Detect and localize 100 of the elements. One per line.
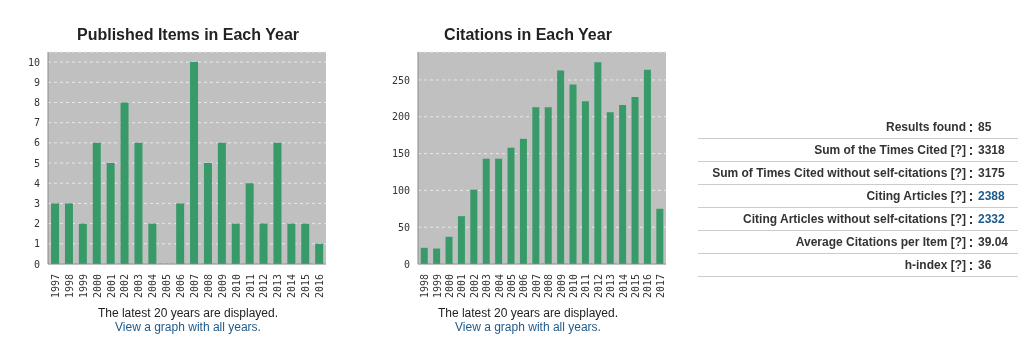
x-tick-label: 2009 <box>555 274 567 299</box>
bar <box>470 189 478 264</box>
x-tick-label: 2012 <box>592 274 604 299</box>
y-tick-label: 7 <box>33 117 40 129</box>
y-tick-label: 250 <box>391 74 410 86</box>
text: View a graph with all years. <box>114 320 262 334</box>
category-label: Results found <box>886 120 966 134</box>
y-tick-label: 150 <box>391 148 410 160</box>
y-tick-label: 5 <box>33 157 40 169</box>
data-label: 3175 <box>978 166 1006 180</box>
x-tick-label: 2004 <box>147 274 159 299</box>
x-tick-label: 2001 <box>456 274 468 299</box>
category-label: Sum of Times Cited without self-citations [?] <box>712 166 966 180</box>
bar <box>656 208 664 264</box>
bar <box>287 223 296 264</box>
y-tick-label: 1 <box>33 238 40 250</box>
y-tick-label: 3 <box>33 197 40 209</box>
bar <box>259 223 268 264</box>
x-tick-label: 2007 <box>530 274 542 299</box>
x-tick-label: 2003 <box>481 274 493 299</box>
bar <box>203 163 212 264</box>
bar <box>619 105 627 264</box>
bar <box>457 216 465 264</box>
x-tick-label: 2005 <box>506 274 517 299</box>
bar <box>231 223 240 264</box>
category-label: Citing Articles [?] <box>866 189 966 203</box>
bar <box>544 107 552 264</box>
x-tick-label: 2010 <box>230 274 242 299</box>
x-tick-label: 2015 <box>630 274 641 299</box>
category-label: Citing Articles without self-citations [?] <box>743 212 966 226</box>
bar <box>190 62 199 264</box>
x-tick-label: 2006 <box>518 274 530 299</box>
x-tick-label: 2013 <box>272 274 284 299</box>
y-tick-label: 8 <box>33 97 40 109</box>
y-tick-label: 4 <box>33 177 40 189</box>
bar <box>532 107 540 264</box>
bar <box>301 223 310 264</box>
y-tick-label: 50 <box>397 221 410 233</box>
chart-title: Citations in Each Year <box>443 26 613 44</box>
bar <box>106 163 115 264</box>
bar <box>569 84 577 264</box>
bar <box>148 223 157 264</box>
x-tick-label: 2015 <box>300 274 312 299</box>
category-label: h-index [?] <box>904 258 966 272</box>
bar <box>273 142 282 264</box>
x-tick-label: 2008 <box>202 274 214 299</box>
y-tick-label: 100 <box>391 184 410 196</box>
x-tick-label: 2008 <box>543 274 555 299</box>
x-tick-label: 2000 <box>444 274 455 299</box>
data-label: 3318 <box>978 143 1006 157</box>
bar <box>581 101 589 264</box>
category-label: Sum of the Times Cited [?] <box>814 143 966 157</box>
bar <box>643 69 651 264</box>
x-tick-label: 1999 <box>431 274 443 299</box>
bar <box>557 70 565 264</box>
bar <box>176 203 185 264</box>
bar <box>92 142 101 264</box>
x-tick-label: 2005 <box>161 274 173 299</box>
bar <box>631 96 639 264</box>
y-tick-label: 0 <box>33 258 40 270</box>
bar <box>64 203 73 264</box>
text: The latest 20 years are displayed. <box>96 306 280 320</box>
text: The latest 20 years are displayed. <box>436 306 620 320</box>
bar <box>78 223 87 264</box>
chart-title: Published Items in Each Year <box>76 26 300 44</box>
x-tick-label: 1998 <box>63 274 75 299</box>
y-tick-label: 0 <box>403 258 410 270</box>
bar <box>120 102 129 264</box>
x-tick-label: 2003 <box>133 274 145 299</box>
x-tick-label: 2016 <box>314 274 326 299</box>
bar <box>495 158 503 264</box>
x-tick-label: 2013 <box>605 274 617 299</box>
bar <box>217 142 226 264</box>
x-tick-label: 2010 <box>568 274 579 299</box>
x-tick-label: 2001 <box>105 274 117 299</box>
data-label: 2388 <box>978 189 1006 203</box>
x-tick-label: 2016 <box>642 274 654 299</box>
bar <box>519 138 527 264</box>
x-tick-label: 1999 <box>77 274 89 299</box>
bar <box>606 112 614 264</box>
y-tick-label: 200 <box>391 111 410 123</box>
bar <box>482 158 490 264</box>
y-tick-label: 10 <box>27 56 40 68</box>
bar <box>507 147 515 264</box>
data-label: 85 <box>978 120 993 134</box>
x-tick-label: 2011 <box>244 274 256 299</box>
y-tick-label: 9 <box>33 76 40 88</box>
data-label: 39.04 <box>978 235 1010 249</box>
bar <box>315 243 324 264</box>
y-tick-label: 6 <box>33 137 40 149</box>
x-tick-label: 2002 <box>468 274 480 299</box>
data-label: 2332 <box>978 212 1006 226</box>
bar <box>134 142 143 264</box>
text: View a graph with all years. <box>454 320 602 334</box>
bar <box>445 236 453 264</box>
bar <box>245 183 254 264</box>
x-tick-label: 2011 <box>580 274 592 299</box>
x-tick-label: 2006 <box>175 274 187 299</box>
data-label: 36 <box>978 258 993 272</box>
bar <box>51 203 60 264</box>
